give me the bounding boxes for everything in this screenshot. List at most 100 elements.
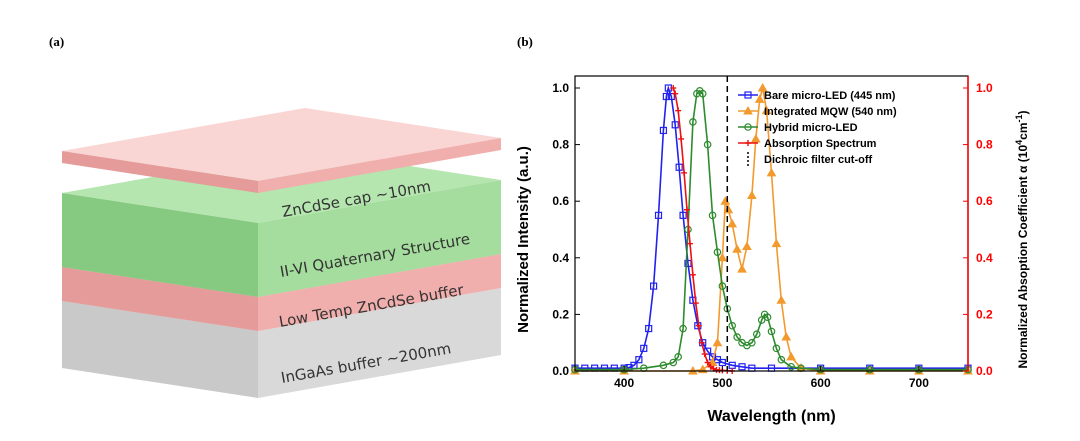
x-axis-label: Wavelength (nm): [707, 408, 835, 425]
data-point: [728, 321, 737, 330]
data-point: [640, 344, 648, 352]
lt-buffer-front-face: [258, 254, 501, 331]
y-tick-label: 0.2: [552, 307, 569, 321]
data-point: [720, 196, 731, 205]
y-tick-label: 0.8: [552, 138, 569, 152]
data-point: [698, 339, 705, 346]
x-tick-label: 400: [614, 376, 634, 390]
plot-frame: [574, 75, 969, 372]
data-point: [684, 206, 691, 213]
legend-entry: Dichroic filter cut-off: [764, 154, 873, 166]
y-tick-label: 0.0: [552, 364, 569, 378]
data-point: [689, 118, 697, 126]
data-point: [679, 324, 687, 333]
data-point: [698, 89, 707, 98]
data-point: [718, 282, 727, 290]
panel-label-b: (b): [517, 34, 533, 49]
y-tick-label: 1.0: [552, 81, 569, 95]
layer-stack-diagram: ZnCdSe cap ~10nm II-VI Quaternary Struct…: [62, 108, 501, 398]
data-point: [723, 204, 734, 214]
legend-swatch-marker: [744, 123, 752, 131]
data-point: [704, 359, 711, 366]
cap-left-face: [62, 151, 258, 193]
data-point: [675, 163, 683, 171]
data-point: [689, 271, 696, 278]
data-point: [681, 169, 688, 176]
y-tick-label: 0.6: [552, 194, 569, 208]
data-point: [757, 316, 766, 324]
data-point: [654, 211, 663, 219]
y-right-tick-label: 0.4: [976, 251, 993, 265]
data-point: [738, 363, 746, 371]
data-point: [692, 300, 699, 307]
data-point: [674, 353, 682, 361]
data-point: [659, 361, 668, 370]
data-point: [684, 259, 692, 268]
y-right-tick-label: 1.0: [976, 81, 993, 95]
data-point: [672, 90, 679, 97]
series-line-2: [575, 89, 968, 371]
y-right-tick-label: 0.6: [976, 194, 993, 208]
data-point: [713, 248, 722, 256]
data-point: [763, 313, 772, 322]
data-point: [865, 365, 874, 374]
legend-entry: Bare micro-LED (445 nm): [764, 90, 896, 102]
series-line-1: [575, 87, 968, 372]
y-right-tick-label: 0.8: [976, 138, 993, 152]
data-point: [701, 351, 708, 358]
data-point: [776, 295, 787, 304]
data-point: [708, 211, 717, 220]
data-point: [742, 241, 752, 250]
data-point: [645, 324, 653, 333]
data-point: [649, 282, 658, 290]
data-point: [671, 121, 679, 129]
data-point: [717, 252, 728, 262]
ingaas-left-face: [62, 301, 258, 398]
series-line-0: [575, 85, 968, 370]
data-point: [761, 105, 772, 115]
data-point: [746, 190, 757, 200]
lt-buffer-left-face: [62, 267, 258, 331]
data-point: [771, 238, 782, 248]
data-point: [686, 240, 693, 247]
cap-front-face: [258, 138, 501, 193]
data-point: [757, 82, 768, 92]
data-point: [669, 358, 678, 367]
x-tick-label: 500: [712, 376, 732, 390]
data-point: [675, 107, 682, 114]
data-point: [732, 244, 742, 253]
x-tick-label: 700: [909, 376, 929, 390]
y-right-tick-label: 0.2: [976, 307, 993, 321]
data-point: [766, 167, 777, 177]
data-point: [679, 211, 687, 219]
legend-swatch-marker: [744, 91, 752, 99]
data-point: [781, 332, 792, 341]
legend-swatch-marker: [745, 140, 751, 146]
data-point: [718, 358, 726, 367]
data-point: [772, 344, 781, 353]
data-point: [635, 356, 643, 364]
y-axis-right-label: Normalized Absoption Coefficient α (104c…: [1014, 111, 1030, 369]
data-point: [667, 92, 675, 101]
legend-entry: Hybrid micro-LED: [764, 122, 858, 134]
data-point: [754, 94, 765, 103]
data-point: [678, 135, 685, 142]
legend-entry: Integrated MQW (540 nm): [764, 106, 897, 118]
data-point: [733, 333, 741, 341]
ingaas-front-face: [258, 288, 501, 398]
data-point: [787, 362, 795, 371]
y-axis-label: Normalized Intensity (a.u.): [515, 146, 532, 333]
data-point: [727, 218, 738, 228]
data-point: [786, 351, 797, 361]
data-point: [662, 92, 670, 101]
data-point: [703, 140, 712, 149]
data-point: [777, 355, 786, 364]
data-point: [748, 338, 756, 347]
data-point: [670, 85, 677, 91]
data-point: [712, 337, 723, 347]
legend-entry: Absorption Spectrum: [764, 138, 877, 150]
x-tick-label: 600: [811, 376, 831, 390]
legend-swatch-marker: [743, 105, 753, 115]
data-point: [659, 126, 668, 135]
